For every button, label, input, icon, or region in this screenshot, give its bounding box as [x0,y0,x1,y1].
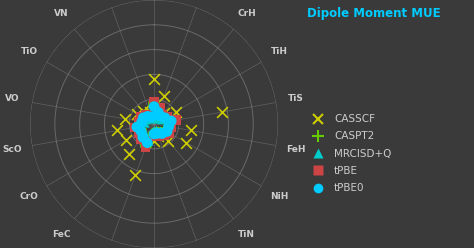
Point [139,135,146,139]
Point [165,124,173,128]
Legend: CASSCF, CASPT2, MRCISD+Q, tPBE, tPBE0: CASSCF, CASPT2, MRCISD+Q, tPBE, tPBE0 [304,110,396,197]
Point [137,115,145,119]
Point [144,141,151,145]
Point [147,113,155,117]
Point [150,102,158,106]
Point [165,131,173,135]
Point [137,129,145,133]
Point [167,119,175,123]
Point [139,128,147,132]
Point [163,129,171,133]
Point [144,114,152,118]
Point [138,120,146,124]
Point [141,133,148,137]
Point [172,110,179,114]
Point [155,110,162,114]
Point [150,107,158,111]
Point [163,129,171,133]
Point [136,124,143,128]
Point [156,130,164,134]
Point [136,120,143,124]
Point [150,139,158,143]
Point [167,119,175,123]
Point [144,114,152,118]
Point [142,113,150,117]
Point [158,113,166,117]
Point [142,117,149,121]
Point [172,118,180,122]
Point [133,112,141,116]
Point [150,132,158,136]
Point [155,134,162,138]
Point [163,115,171,119]
Point [133,125,141,129]
Point [139,109,146,113]
Point [158,131,166,135]
Point [148,115,155,119]
Point [155,134,162,138]
Point [156,114,164,118]
Point [139,116,147,120]
Point [187,128,194,132]
Point [153,129,160,133]
Point [148,115,155,119]
Point [150,77,158,81]
Point [156,106,164,110]
Point [161,116,169,120]
Point [142,145,149,149]
Point [122,138,130,142]
Point [150,105,158,109]
Point [160,111,167,115]
Point [131,125,138,129]
Point [156,114,164,118]
Point [155,116,163,120]
Point [150,132,158,136]
Point [135,131,143,135]
Point [161,128,169,132]
Point [161,116,169,120]
Point [125,153,132,156]
Point [150,100,158,104]
Point [155,110,162,114]
Point [146,110,154,114]
Point [148,115,155,119]
Point [132,173,139,177]
Point [139,116,147,120]
Point [138,120,146,124]
Point [219,110,226,114]
Point [133,125,141,129]
Point [150,129,158,133]
Text: Dipole Moment MUE: Dipole Moment MUE [307,7,441,20]
Point [154,113,161,117]
Point [159,117,166,121]
Point [154,131,161,135]
Point [165,124,173,128]
Point [140,120,148,124]
Point [165,120,173,124]
Point [144,138,152,142]
Point [114,128,121,132]
Point [158,131,166,135]
Point [137,137,145,141]
Point [160,133,167,137]
Point [150,134,158,138]
Point [146,116,153,120]
Point [182,141,190,145]
Point [154,131,161,135]
Point [164,139,172,143]
Point [121,117,128,121]
Point [160,94,168,98]
Point [163,124,170,128]
Point [137,129,145,133]
Point [167,125,175,129]
Point [139,135,146,139]
Point [143,143,150,147]
